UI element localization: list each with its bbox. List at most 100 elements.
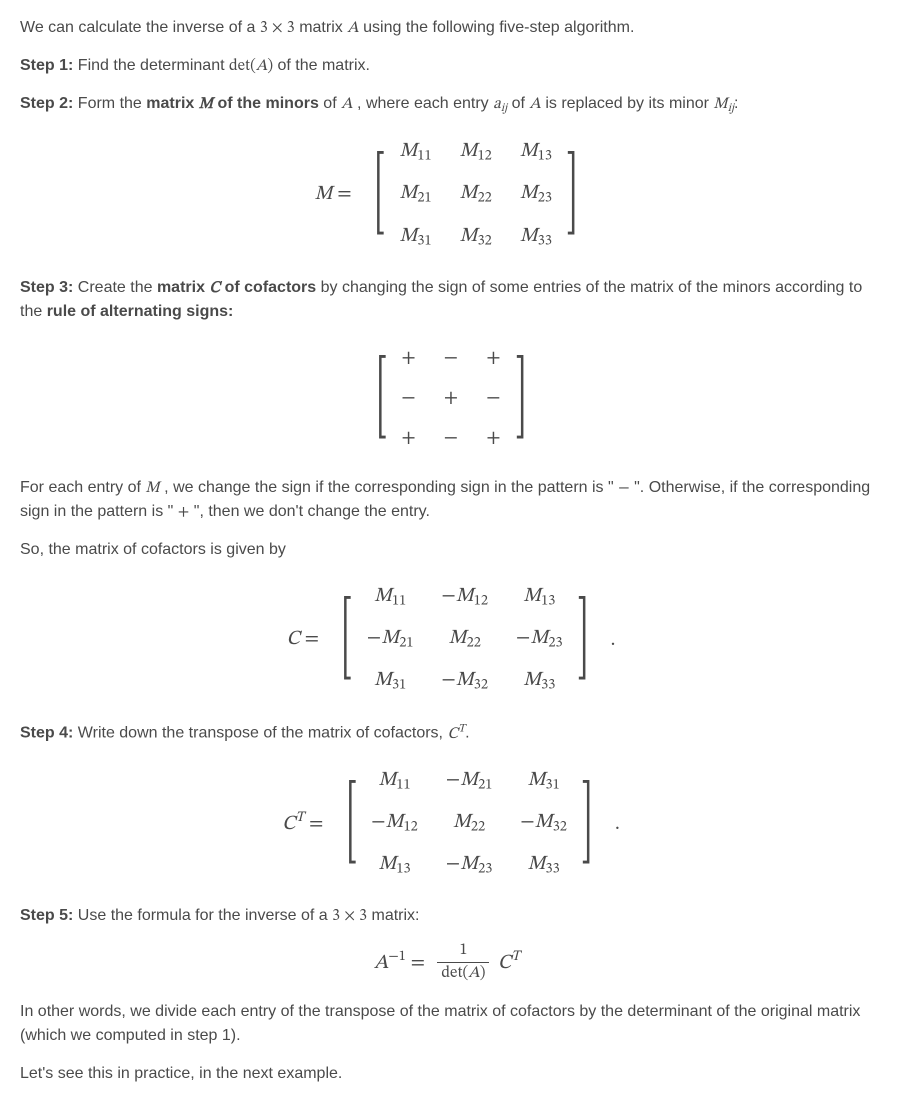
dot: . bbox=[465, 725, 469, 742]
left-bracket-icon: [ bbox=[342, 603, 353, 675]
matrix-cell: M13 bbox=[506, 131, 566, 173]
step5-text: Use the formula for the inverse of a bbox=[78, 907, 332, 924]
step3-paragraph2: For each entry of M , we change the sign… bbox=[20, 476, 882, 524]
minors-matrix-equation: M = [ M11M12M13M21M22M23M31M32M33 ] bbox=[20, 131, 882, 258]
step2-label: Step 2: bbox=[20, 95, 73, 112]
matrix-cell: + bbox=[387, 418, 429, 458]
symbol-Mij: Mij bbox=[713, 96, 734, 112]
matrix-cell: −M32 bbox=[427, 660, 502, 702]
matrix-cell: M33 bbox=[506, 216, 566, 258]
step5-label: Step 5: bbox=[20, 907, 73, 924]
cofactor-matrix-equation: C = [ M11−M12M13−M21M22−M23M31−M32M33 ] … bbox=[20, 576, 882, 703]
transpose-matrix: [ M11−M21M31−M12M22−M32M13−M23M33 ] bbox=[336, 760, 603, 887]
cofactor-matrix: [ M11−M12M13−M21M22−M23M31−M32M33 ] bbox=[331, 576, 598, 703]
step1-text: Find the determinant bbox=[78, 57, 229, 74]
inverse-rhs: CT bbox=[498, 947, 520, 978]
matrix-cell: M22 bbox=[446, 173, 506, 215]
inverse-fraction: 1 det(A) bbox=[437, 942, 489, 982]
intro-text: using the following five-step algorithm. bbox=[363, 19, 634, 36]
fraction-numerator: 1 bbox=[437, 942, 489, 962]
matrix-cell: + bbox=[472, 338, 514, 378]
transpose-matrix-body: M11−M21M31−M12M22−M32M13−M23M33 bbox=[357, 760, 581, 887]
sign-matrix-body: +−+−+−+−+ bbox=[387, 338, 514, 458]
left-bracket-icon: [ bbox=[346, 787, 357, 859]
matrix-cell: − bbox=[430, 418, 472, 458]
right-bracket-icon: ] bbox=[566, 158, 577, 230]
minors-matrix: [ M11M12M13M21M22M23M31M32M33 ] bbox=[364, 131, 587, 258]
matrix-cell: M22 bbox=[432, 802, 507, 844]
fraction-denominator: det(A) bbox=[437, 962, 489, 983]
step4-paragraph: Step 4: Write down the transpose of the … bbox=[20, 720, 882, 745]
matrix-cell: M11 bbox=[386, 131, 446, 173]
right-bracket-icon: ] bbox=[577, 603, 588, 675]
step2-paragraph: Step 2: Form the matrix M of the minors … bbox=[20, 92, 882, 117]
transpose-matrix-equation: CT = [ M11−M21M31−M12M22−M32M13−M23M33 ]… bbox=[20, 760, 882, 887]
text: , we change the sign if the correspondin… bbox=[164, 479, 614, 496]
minors-matrix-body: M11M12M13M21M22M23M31M32M33 bbox=[386, 131, 566, 258]
closing-paragraph1: In other words, we divide each entry of … bbox=[20, 1000, 882, 1048]
colon: : bbox=[734, 95, 738, 112]
dim-3x3: 3 × 3 bbox=[260, 20, 295, 36]
transpose-lhs: CT = bbox=[282, 808, 323, 839]
step5-text: matrix: bbox=[371, 907, 419, 924]
sign-matrix-equation: [ +−+−+−+−+ ] bbox=[20, 338, 882, 458]
inverse-formula: A−1 = 1 det(A) CT bbox=[20, 942, 882, 982]
matrix-cell: M12 bbox=[446, 131, 506, 173]
equation-period: . bbox=[607, 812, 620, 834]
right-bracket-icon: ] bbox=[581, 787, 592, 859]
matrix-cell: − bbox=[472, 378, 514, 418]
matrix-cell: + bbox=[472, 418, 514, 458]
matrix-cell: M13 bbox=[502, 576, 577, 618]
matrix-cell: + bbox=[387, 338, 429, 378]
closing-paragraph2: Let's see this in practice, in the next … bbox=[20, 1062, 882, 1086]
matrix-cell: M11 bbox=[353, 576, 428, 618]
plus-sign: + bbox=[178, 504, 190, 520]
cofactor-lhs: C = bbox=[287, 624, 320, 654]
step3-bold: rule of alternating signs: bbox=[47, 303, 234, 320]
matrix-cell: − bbox=[430, 338, 472, 378]
matrix-cell: − bbox=[387, 378, 429, 418]
minors-lhs: M = bbox=[315, 179, 352, 209]
intro-text: We can calculate the inverse of a bbox=[20, 19, 260, 36]
step5-paragraph: Step 5: Use the formula for the inverse … bbox=[20, 904, 882, 928]
matrix-cell: −M23 bbox=[502, 618, 577, 660]
step3-label: Step 3: bbox=[20, 279, 73, 296]
matrix-cell: M33 bbox=[502, 660, 577, 702]
matrix-cell: M31 bbox=[506, 760, 581, 802]
matrix-cell: M13 bbox=[357, 844, 432, 886]
step2-text: , where each entry bbox=[357, 95, 493, 112]
matrix-cell: −M32 bbox=[506, 802, 581, 844]
inverse-lhs: A−1 = bbox=[374, 947, 425, 978]
matrix-cell: M31 bbox=[353, 660, 428, 702]
step4-label: Step 4: bbox=[20, 725, 73, 742]
right-bracket-icon: ] bbox=[515, 362, 526, 434]
cofactor-matrix-body: M11−M12M13−M21M22−M23M31−M32M33 bbox=[353, 576, 577, 703]
step3-bold: matrix C of cofactors bbox=[157, 279, 321, 296]
step1-paragraph: Step 1: Find the determinant det(A) of t… bbox=[20, 54, 882, 78]
matrix-cell: −M21 bbox=[353, 618, 428, 660]
matrix-cell: M23 bbox=[506, 173, 566, 215]
matrix-cell: −M23 bbox=[432, 844, 507, 886]
symbol-aij: aij bbox=[493, 96, 507, 112]
step3-text: Create the bbox=[78, 279, 157, 296]
intro-text: matrix bbox=[299, 19, 347, 36]
matrix-cell: M31 bbox=[386, 216, 446, 258]
step3-paragraph: Step 3: Create the matrix C of cofactors… bbox=[20, 276, 882, 324]
symbol-A: A bbox=[341, 96, 353, 112]
symbol-A: A bbox=[347, 20, 359, 36]
symbol-A: A bbox=[529, 96, 541, 112]
left-bracket-icon: [ bbox=[374, 158, 385, 230]
step2-text: of bbox=[512, 95, 530, 112]
sign-matrix: [ +−+−+−+−+ ] bbox=[366, 338, 536, 458]
step2-bold: matrix M of the minors bbox=[146, 95, 323, 112]
matrix-cell: M33 bbox=[506, 844, 581, 886]
matrix-cell: −M12 bbox=[427, 576, 502, 618]
step2-text: of bbox=[323, 95, 341, 112]
step1-label: Step 1: bbox=[20, 57, 73, 74]
step3-paragraph3: So, the matrix of cofactors is given by bbox=[20, 538, 882, 562]
step4-text: Write down the transpose of the matrix o… bbox=[78, 725, 448, 742]
matrix-cell: −M12 bbox=[357, 802, 432, 844]
step2-text: is replaced by its minor bbox=[545, 95, 713, 112]
matrix-cell: + bbox=[430, 378, 472, 418]
symbol-CT: CT bbox=[447, 726, 465, 742]
